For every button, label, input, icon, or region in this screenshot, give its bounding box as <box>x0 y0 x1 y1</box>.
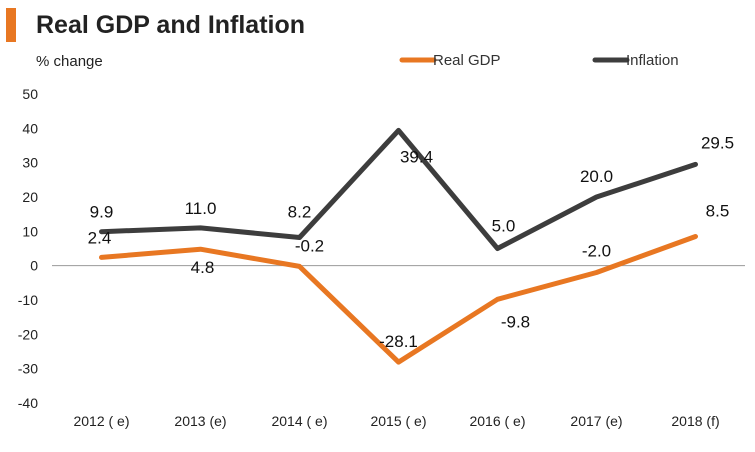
x-tick-label: 2016 ( e) <box>469 413 525 429</box>
data-label-inflation: 20.0 <box>580 167 613 186</box>
series-line-inflation <box>99 127 698 251</box>
data-label-real-gdp: -9.8 <box>501 312 530 331</box>
legend: Real GDP Inflation <box>399 52 679 69</box>
x-tick-label: 2017 (e) <box>570 413 622 429</box>
x-tick-label: 2015 ( e) <box>370 413 426 429</box>
y-tick-label: 50 <box>22 86 38 102</box>
data-label-inflation: 29.5 <box>701 133 734 152</box>
y-tick-label: 30 <box>22 155 38 171</box>
data-label-real-gdp: -2.0 <box>582 242 611 261</box>
data-label-real-gdp: 2.4 <box>88 228 112 247</box>
data-labels: 2.4 4.8 -0.2 -28.1 -9.8 -2.0 8.5 9.9 11.0 8.2 39.4… <box>88 133 734 351</box>
chart-title: Real GDP and Inflation <box>36 11 306 39</box>
x-tick-label: 2014 ( e) <box>271 413 327 429</box>
y-axis-unit-label: % change <box>36 53 103 70</box>
x-axis-ticks: 2012 ( e) 2013 (e) 2014 ( e) 2015 ( e) 2016 … <box>73 413 719 429</box>
data-label-real-gdp: -0.2 <box>295 236 324 255</box>
data-label-real-gdp: 8.5 <box>706 201 730 220</box>
data-label-real-gdp: -28.1 <box>379 332 418 351</box>
data-label-real-gdp: 4.8 <box>191 258 215 277</box>
data-label-inflation: 39.4 <box>400 147 433 166</box>
legend-label-inflation: Inflation <box>626 52 679 69</box>
y-tick-label: -10 <box>18 292 38 308</box>
x-tick-label: 2012 ( e) <box>73 413 129 429</box>
y-tick-label: 0 <box>30 258 38 274</box>
series-line-real-gdp <box>99 234 698 365</box>
legend-label-real-gdp: Real GDP <box>433 52 501 69</box>
data-label-inflation: 9.9 <box>90 203 114 222</box>
series-lines <box>99 127 698 365</box>
y-axis-ticks: 50 40 30 20 10 0 -10 -20 -30 -40 <box>18 86 38 411</box>
data-label-inflation: 11.0 <box>185 199 217 218</box>
y-tick-label: -40 <box>18 395 38 411</box>
x-tick-label: 2018 (f) <box>671 413 719 429</box>
data-label-inflation: 8.2 <box>288 203 312 222</box>
y-tick-label: -30 <box>18 361 38 377</box>
y-tick-label: 40 <box>22 120 38 136</box>
y-tick-label: -20 <box>18 326 38 342</box>
x-tick-label: 2013 (e) <box>174 413 226 429</box>
data-label-inflation: 5.0 <box>492 217 516 236</box>
title-accent-bar <box>6 8 16 42</box>
y-tick-label: 10 <box>22 223 38 239</box>
y-tick-label: 20 <box>22 189 38 205</box>
